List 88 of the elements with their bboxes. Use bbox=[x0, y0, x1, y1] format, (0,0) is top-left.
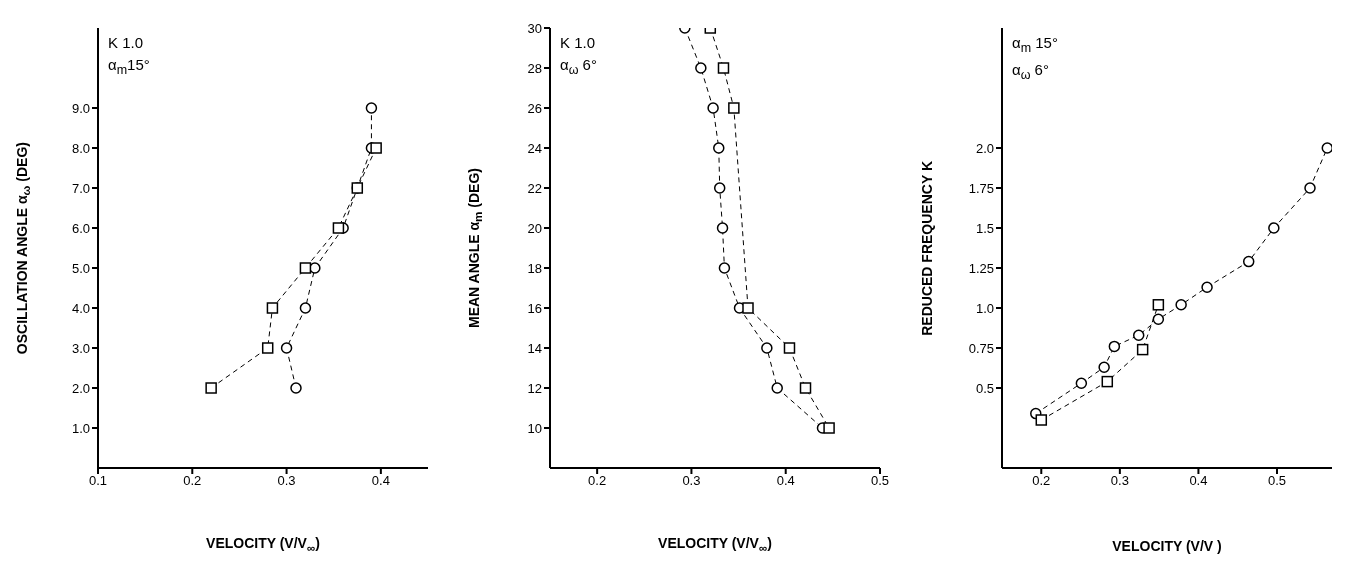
x-tick-label: 0.4 bbox=[371, 473, 390, 489]
point bbox=[823, 422, 835, 434]
y-tick-label: 30 bbox=[527, 20, 542, 36]
point bbox=[1136, 343, 1149, 356]
y-tick-label: 10 bbox=[527, 420, 542, 436]
point bbox=[713, 142, 725, 154]
y-tick-label: 2.0 bbox=[71, 380, 90, 396]
y-tick-label: 0.5 bbox=[975, 380, 994, 396]
y-tick-label: 2.0 bbox=[975, 140, 994, 156]
y-tick-label: 7.0 bbox=[71, 180, 90, 196]
y-tick-label: 1.0 bbox=[975, 300, 994, 316]
point bbox=[1132, 329, 1145, 341]
x-tick-label: 0.5 bbox=[1267, 473, 1287, 489]
point bbox=[205, 382, 217, 394]
annotation: α$_{ω}$ 6° bbox=[1012, 60, 1050, 84]
point bbox=[1175, 299, 1187, 311]
point bbox=[771, 382, 783, 394]
point bbox=[290, 382, 302, 394]
x-tick-label: 0.1 bbox=[88, 473, 108, 489]
point bbox=[280, 342, 293, 354]
x-axis-title: VELOCITY (V/V ) bbox=[1111, 538, 1223, 554]
point bbox=[716, 222, 729, 234]
point bbox=[695, 62, 707, 74]
point bbox=[1152, 313, 1165, 325]
y-tick-label: 12 bbox=[527, 380, 542, 396]
point bbox=[718, 262, 731, 274]
x-tick-label: 0.4 bbox=[1189, 473, 1208, 489]
y-tick-label: 20 bbox=[527, 220, 542, 236]
x-tick-label: 0.3 bbox=[1110, 473, 1129, 489]
y-tick-label: 0.75 bbox=[968, 340, 994, 356]
y-tick-label: 3.0 bbox=[71, 340, 90, 356]
point bbox=[1101, 375, 1114, 388]
y-tick-label: 8.0 bbox=[71, 140, 90, 156]
annotation: α$_{m}$15° bbox=[108, 55, 150, 79]
y-tick-label: 1.5 bbox=[975, 220, 994, 236]
y-tick-label: 6.0 bbox=[71, 220, 90, 236]
y-tick-label: 16 bbox=[527, 300, 542, 316]
point bbox=[1268, 222, 1280, 234]
x-axis-title: VELOCITY (V/V$_{∞}$) bbox=[657, 535, 773, 554]
point bbox=[370, 142, 382, 154]
point bbox=[742, 302, 754, 314]
annotation: α$_{m}$ 15° bbox=[1012, 33, 1058, 57]
y-axis-title: REDUCED FREQUENCY K bbox=[919, 160, 935, 336]
point bbox=[1321, 142, 1332, 154]
point bbox=[1304, 182, 1316, 194]
point bbox=[1075, 377, 1088, 389]
y-tick-label: 1.25 bbox=[968, 260, 994, 276]
y-tick-label: 18 bbox=[527, 260, 542, 276]
point bbox=[1201, 281, 1213, 293]
x-tick-label: 0.3 bbox=[277, 473, 296, 489]
point bbox=[783, 342, 796, 354]
point bbox=[266, 302, 279, 314]
point bbox=[1035, 414, 1048, 426]
y-tick-label: 1.0 bbox=[71, 420, 90, 436]
point bbox=[707, 102, 719, 114]
point bbox=[717, 62, 730, 74]
x-tick-label: 0.3 bbox=[682, 473, 701, 489]
y-tick-label: 26 bbox=[527, 100, 542, 116]
point bbox=[761, 342, 773, 354]
annotation: K 1.0 bbox=[108, 33, 145, 53]
point bbox=[1242, 255, 1255, 268]
point bbox=[299, 302, 312, 314]
y-tick-label: 28 bbox=[527, 60, 542, 76]
point bbox=[1152, 299, 1165, 311]
point bbox=[299, 262, 312, 274]
x-tick-label: 0.2 bbox=[1032, 473, 1051, 489]
x-tick-label: 0.2 bbox=[588, 473, 607, 489]
x-axis-title: VELOCITY (V/V$_{∞}$) bbox=[205, 535, 321, 554]
annotation: K 1.0 bbox=[560, 33, 597, 53]
point bbox=[1098, 361, 1110, 373]
point bbox=[713, 182, 726, 194]
x-tick-label: 0.2 bbox=[183, 473, 202, 489]
point bbox=[365, 102, 378, 114]
y-tick-label: 1.75 bbox=[968, 180, 994, 196]
point bbox=[332, 222, 345, 234]
y-tick-label: 4.0 bbox=[71, 300, 90, 316]
x-tick-label: 0.5 bbox=[870, 473, 890, 489]
y-tick-label: 5.0 bbox=[71, 260, 90, 276]
y-tick-label: 14 bbox=[527, 340, 542, 356]
y-tick-label: 24 bbox=[527, 140, 542, 156]
x-tick-label: 0.4 bbox=[776, 473, 795, 489]
point bbox=[728, 102, 740, 114]
y-tick-label: 9.0 bbox=[71, 100, 90, 116]
y-tick-label: 22 bbox=[527, 180, 542, 196]
point bbox=[261, 342, 274, 354]
annotation: α$_{ω}$ 6° bbox=[560, 55, 597, 79]
point bbox=[799, 382, 812, 394]
point bbox=[1108, 340, 1121, 353]
